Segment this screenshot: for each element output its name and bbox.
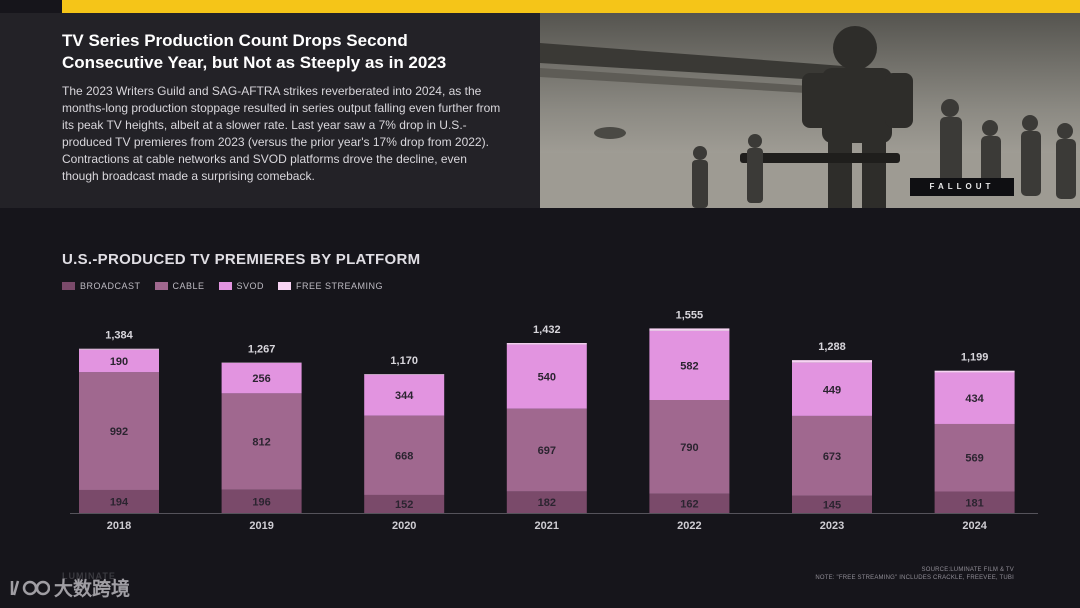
bar-cable-2020	[364, 415, 445, 495]
x-tick-label-2023: 2023	[820, 520, 844, 532]
total-label-2021: 1,432	[533, 324, 561, 336]
bar-broadcast-2020	[364, 494, 445, 513]
bar-free-streaming-2020	[364, 374, 445, 375]
data-label-svod-2018: 190	[110, 356, 128, 368]
data-label-svod-2023: 449	[823, 384, 841, 396]
watermark-text: 大数跨境	[54, 579, 131, 600]
watermark: 大数跨境	[8, 574, 130, 601]
legend-swatch-svod	[218, 282, 232, 290]
bar-cable-2018	[79, 372, 159, 490]
legend-swatch-cable	[154, 282, 168, 290]
data-label-svod-2022: 582	[680, 360, 698, 372]
total-label-2024: 1,199	[961, 352, 989, 364]
data-label-broadcast-2019: 196	[252, 496, 270, 508]
x-tick-label-2020: 2020	[392, 520, 416, 532]
luminate-ghost-logo: LUMINATE	[62, 571, 116, 581]
bar-broadcast-2024	[934, 491, 1015, 513]
chart-title: U.S.-PRODUCED TV PREMIERES BY PLATFORM	[62, 251, 421, 268]
data-label-cable-2020: 668	[395, 450, 413, 462]
photo-caption: FALLOUT	[910, 178, 1014, 196]
bar-free-streaming-2021	[506, 343, 587, 345]
bar-free-streaming-2018	[79, 348, 159, 350]
bar-svod-2020	[364, 374, 445, 416]
stacked-bar-chart: 194 992 190 1,384 2018 196 812 256 1,267 2019 152 6…	[70, 309, 1038, 532]
bar-cable-2023	[792, 415, 872, 496]
data-label-broadcast-2021: 182	[538, 497, 556, 509]
bar-broadcast-2018	[79, 489, 159, 513]
legend-label-svod: SVOD	[236, 281, 265, 291]
bar-free-streaming-2023	[792, 360, 872, 363]
bar-free-streaming-2022	[649, 328, 730, 331]
data-label-svod-2019: 256	[252, 373, 270, 385]
bar-svod-2018	[79, 349, 159, 373]
legend-label-free-streaming: FREE STREAMING	[296, 281, 384, 291]
data-label-cable-2022: 790	[680, 442, 698, 454]
data-label-cable-2018: 992	[110, 426, 128, 438]
legend-item-cable: CABLE	[154, 281, 205, 291]
bar-cable-2019	[221, 393, 302, 490]
bar-broadcast-2022	[649, 493, 730, 513]
data-label-svod-2020: 344	[395, 390, 414, 402]
data-label-broadcast-2018: 194	[110, 496, 129, 508]
bar-svod-2021	[506, 344, 587, 409]
x-tick-label-2019: 2019	[249, 520, 273, 532]
accent-bar	[62, 0, 1080, 13]
source-line: SOURCE:LUMINATE FILM & TV	[921, 567, 1014, 573]
bar-svod-2024	[934, 372, 1015, 424]
total-label-2023: 1,288	[818, 341, 846, 353]
legend-swatch-free-streaming	[278, 282, 292, 290]
legend-label-broadcast: BROADCAST	[80, 281, 141, 291]
data-label-broadcast-2024: 181	[965, 497, 983, 509]
data-label-cable-2019: 812	[252, 437, 270, 449]
x-tick-label-2022: 2022	[677, 520, 701, 532]
total-label-2018: 1,384	[105, 330, 133, 342]
x-tick-label-2021: 2021	[535, 520, 559, 532]
bar-svod-2019	[221, 362, 302, 394]
bar-cable-2024	[934, 423, 1015, 492]
data-label-broadcast-2020: 152	[395, 499, 413, 511]
total-label-2022: 1,555	[676, 309, 704, 321]
fallout-photo	[540, 13, 1080, 208]
bar-cable-2021	[506, 408, 587, 492]
data-label-cable-2024: 569	[965, 453, 983, 465]
bar-free-streaming-2024	[934, 370, 1015, 373]
watermark-logo-icon	[10, 580, 50, 595]
note-line: NOTE: "FREE STREAMING" INCLUDES CRACKLE,…	[815, 575, 1014, 581]
legend-label-cable: CABLE	[172, 281, 205, 291]
bar-svod-2022	[649, 330, 730, 400]
legend-swatch-broadcast	[62, 282, 75, 290]
total-label-2020: 1,170	[390, 355, 418, 367]
total-label-2019: 1,267	[248, 344, 276, 356]
bar-broadcast-2023	[792, 495, 872, 513]
legend-item-free-streaming: FREE STREAMING	[278, 281, 383, 291]
source-note: SOURCE:LUMINATE FILM & TV NOTE: "FREE ST…	[815, 566, 1014, 582]
x-tick-label-2024: 2024	[962, 520, 987, 532]
bar-cable-2022	[649, 399, 730, 494]
data-label-cable-2021: 697	[538, 445, 556, 457]
article-headline: TV Series Production Count Drops Second …	[62, 31, 447, 72]
data-label-broadcast-2022: 162	[680, 498, 698, 510]
legend-item-svod: SVOD	[218, 281, 265, 291]
article-body: The 2023 Writers Guild and SAG-AFTRA str…	[62, 84, 501, 183]
data-label-cable-2023: 673	[823, 451, 841, 463]
power-armor-figure	[740, 26, 913, 208]
legend-item-broadcast: BROADCAST	[62, 281, 141, 291]
data-label-svod-2021: 540	[538, 372, 556, 384]
x-tick-label-2018: 2018	[107, 520, 131, 532]
bar-svod-2023	[792, 362, 872, 416]
bar-broadcast-2019	[221, 489, 302, 513]
data-label-svod-2024: 434	[965, 393, 984, 405]
chart-legend: BROADCAST CABLE SVOD FREE STREAMING	[62, 281, 383, 291]
data-label-broadcast-2023: 145	[823, 499, 841, 511]
bar-broadcast-2021	[506, 491, 587, 513]
